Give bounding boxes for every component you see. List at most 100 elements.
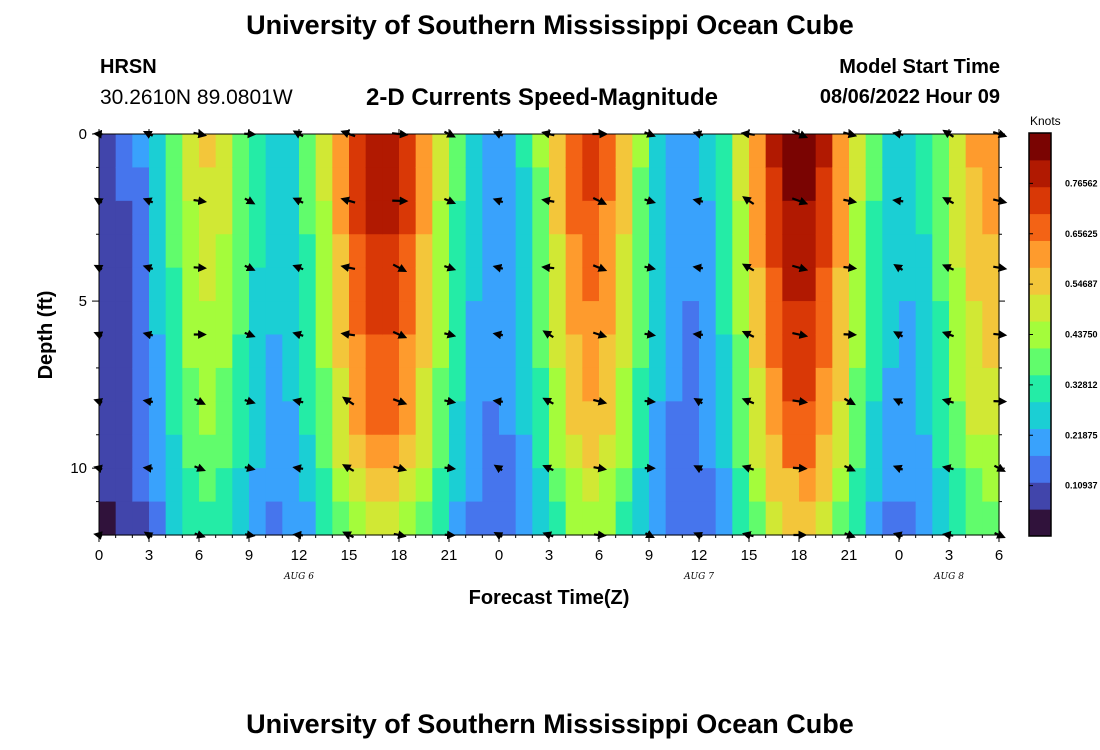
heatmap-cell bbox=[815, 267, 833, 302]
heatmap-cell bbox=[549, 501, 567, 536]
heatmap-cell bbox=[149, 468, 167, 503]
heatmap-cell bbox=[532, 468, 550, 503]
heatmap-cell bbox=[632, 167, 650, 202]
heatmap-cell bbox=[699, 234, 717, 269]
heatmap-cell bbox=[515, 234, 533, 269]
current-vector bbox=[193, 196, 208, 206]
heatmap-cell bbox=[182, 401, 200, 436]
heatmap-cell bbox=[482, 134, 500, 169]
heatmap-cell bbox=[532, 334, 550, 369]
heatmap-cell bbox=[632, 501, 650, 536]
heatmap-cell bbox=[332, 167, 350, 202]
heatmap-cell bbox=[732, 434, 750, 469]
heatmap-cell bbox=[399, 367, 417, 402]
heatmap-cell bbox=[115, 401, 133, 436]
current-vector bbox=[741, 263, 755, 272]
heatmap-cell bbox=[965, 234, 983, 269]
heatmap-cell bbox=[849, 334, 867, 369]
heatmap-cell bbox=[282, 367, 300, 402]
heatmap-cell bbox=[632, 301, 650, 336]
heatmap-cell bbox=[965, 434, 983, 469]
heatmap-cell bbox=[115, 468, 133, 503]
x-tick-label: 3 bbox=[545, 547, 553, 564]
heatmap-cell bbox=[965, 301, 983, 336]
heatmap-cell bbox=[165, 134, 183, 169]
heatmap-cell bbox=[649, 301, 667, 336]
heatmap-cell bbox=[199, 301, 217, 336]
heatmap-cell bbox=[465, 234, 483, 269]
heatmap-cell bbox=[749, 301, 767, 336]
heatmap-cell bbox=[99, 200, 117, 235]
heatmap-cell bbox=[215, 334, 233, 369]
heatmap-cell bbox=[182, 301, 200, 336]
current-vector bbox=[893, 331, 904, 340]
current-vector bbox=[142, 330, 154, 340]
heatmap-cell bbox=[115, 334, 133, 369]
heatmap-cell bbox=[732, 367, 750, 402]
heatmap-cell bbox=[765, 401, 783, 436]
heatmap-cell bbox=[465, 434, 483, 469]
heatmap-cell bbox=[232, 267, 250, 302]
heatmap-cell bbox=[815, 334, 833, 369]
heatmap-cell bbox=[632, 334, 650, 369]
heatmap-cell bbox=[599, 334, 617, 369]
heatmap-cell bbox=[782, 501, 800, 536]
heatmap-cell bbox=[582, 267, 600, 302]
heatmap-cell bbox=[782, 401, 800, 436]
heatmap-cell bbox=[599, 401, 617, 436]
heatmap-cell bbox=[515, 367, 533, 402]
x-tick-label: 9 bbox=[245, 547, 253, 564]
heatmap-cell bbox=[882, 401, 900, 436]
heatmap-cell bbox=[682, 234, 700, 269]
heatmap-cell bbox=[849, 367, 867, 402]
heatmap-cell bbox=[699, 134, 717, 169]
heatmap-cell bbox=[299, 267, 317, 302]
heatmap-cell bbox=[465, 167, 483, 202]
heatmap-cell bbox=[649, 267, 667, 302]
heatmap-cell bbox=[899, 200, 917, 235]
heatmap-cell bbox=[649, 434, 667, 469]
current-vector bbox=[792, 263, 809, 273]
x-tick-label: 3 bbox=[945, 547, 953, 564]
heatmap-cell bbox=[399, 167, 417, 202]
colorbar-swatch bbox=[1029, 401, 1051, 430]
heatmap-cell bbox=[465, 501, 483, 536]
heatmap-cell bbox=[415, 367, 433, 402]
heatmap-cell bbox=[349, 234, 367, 269]
heatmap-cell bbox=[449, 401, 467, 436]
heatmap-cell bbox=[199, 367, 217, 402]
heatmap-cell bbox=[599, 134, 617, 169]
current-vector bbox=[693, 397, 704, 407]
heatmap-cell bbox=[199, 167, 217, 202]
heatmap-cell bbox=[132, 234, 150, 269]
heatmap-cell bbox=[349, 468, 367, 503]
current-vector bbox=[244, 396, 256, 406]
heatmap-cell bbox=[932, 334, 950, 369]
heatmap-cell bbox=[582, 200, 600, 235]
colorbar-tick-label: 0.32812 bbox=[1065, 380, 1098, 390]
current-vector bbox=[340, 330, 356, 339]
heatmap-cell bbox=[649, 401, 667, 436]
heatmap-cell bbox=[982, 167, 1000, 202]
heatmap-cell bbox=[365, 434, 383, 469]
heatmap-cell bbox=[382, 134, 400, 169]
heatmap-cell bbox=[399, 468, 417, 503]
x-tick-label: 6 bbox=[195, 547, 203, 564]
current-vector bbox=[592, 263, 608, 272]
heatmap-cell bbox=[782, 334, 800, 369]
heatmap-cell bbox=[949, 468, 967, 503]
heatmap-cell bbox=[165, 367, 183, 402]
heatmap-cell bbox=[182, 200, 200, 235]
current-vector bbox=[792, 330, 809, 339]
heatmap-cell bbox=[665, 334, 683, 369]
heatmap-cell bbox=[949, 501, 967, 536]
current-vector bbox=[142, 464, 153, 473]
heatmap-cell bbox=[99, 468, 117, 503]
heatmap-cell bbox=[715, 334, 733, 369]
heatmap-cell bbox=[849, 134, 867, 169]
heatmap-cell bbox=[532, 434, 550, 469]
heatmap-cell bbox=[815, 434, 833, 469]
heatmap-cell bbox=[665, 367, 683, 402]
heatmap-cell bbox=[899, 301, 917, 336]
heatmap-cell bbox=[715, 134, 733, 169]
